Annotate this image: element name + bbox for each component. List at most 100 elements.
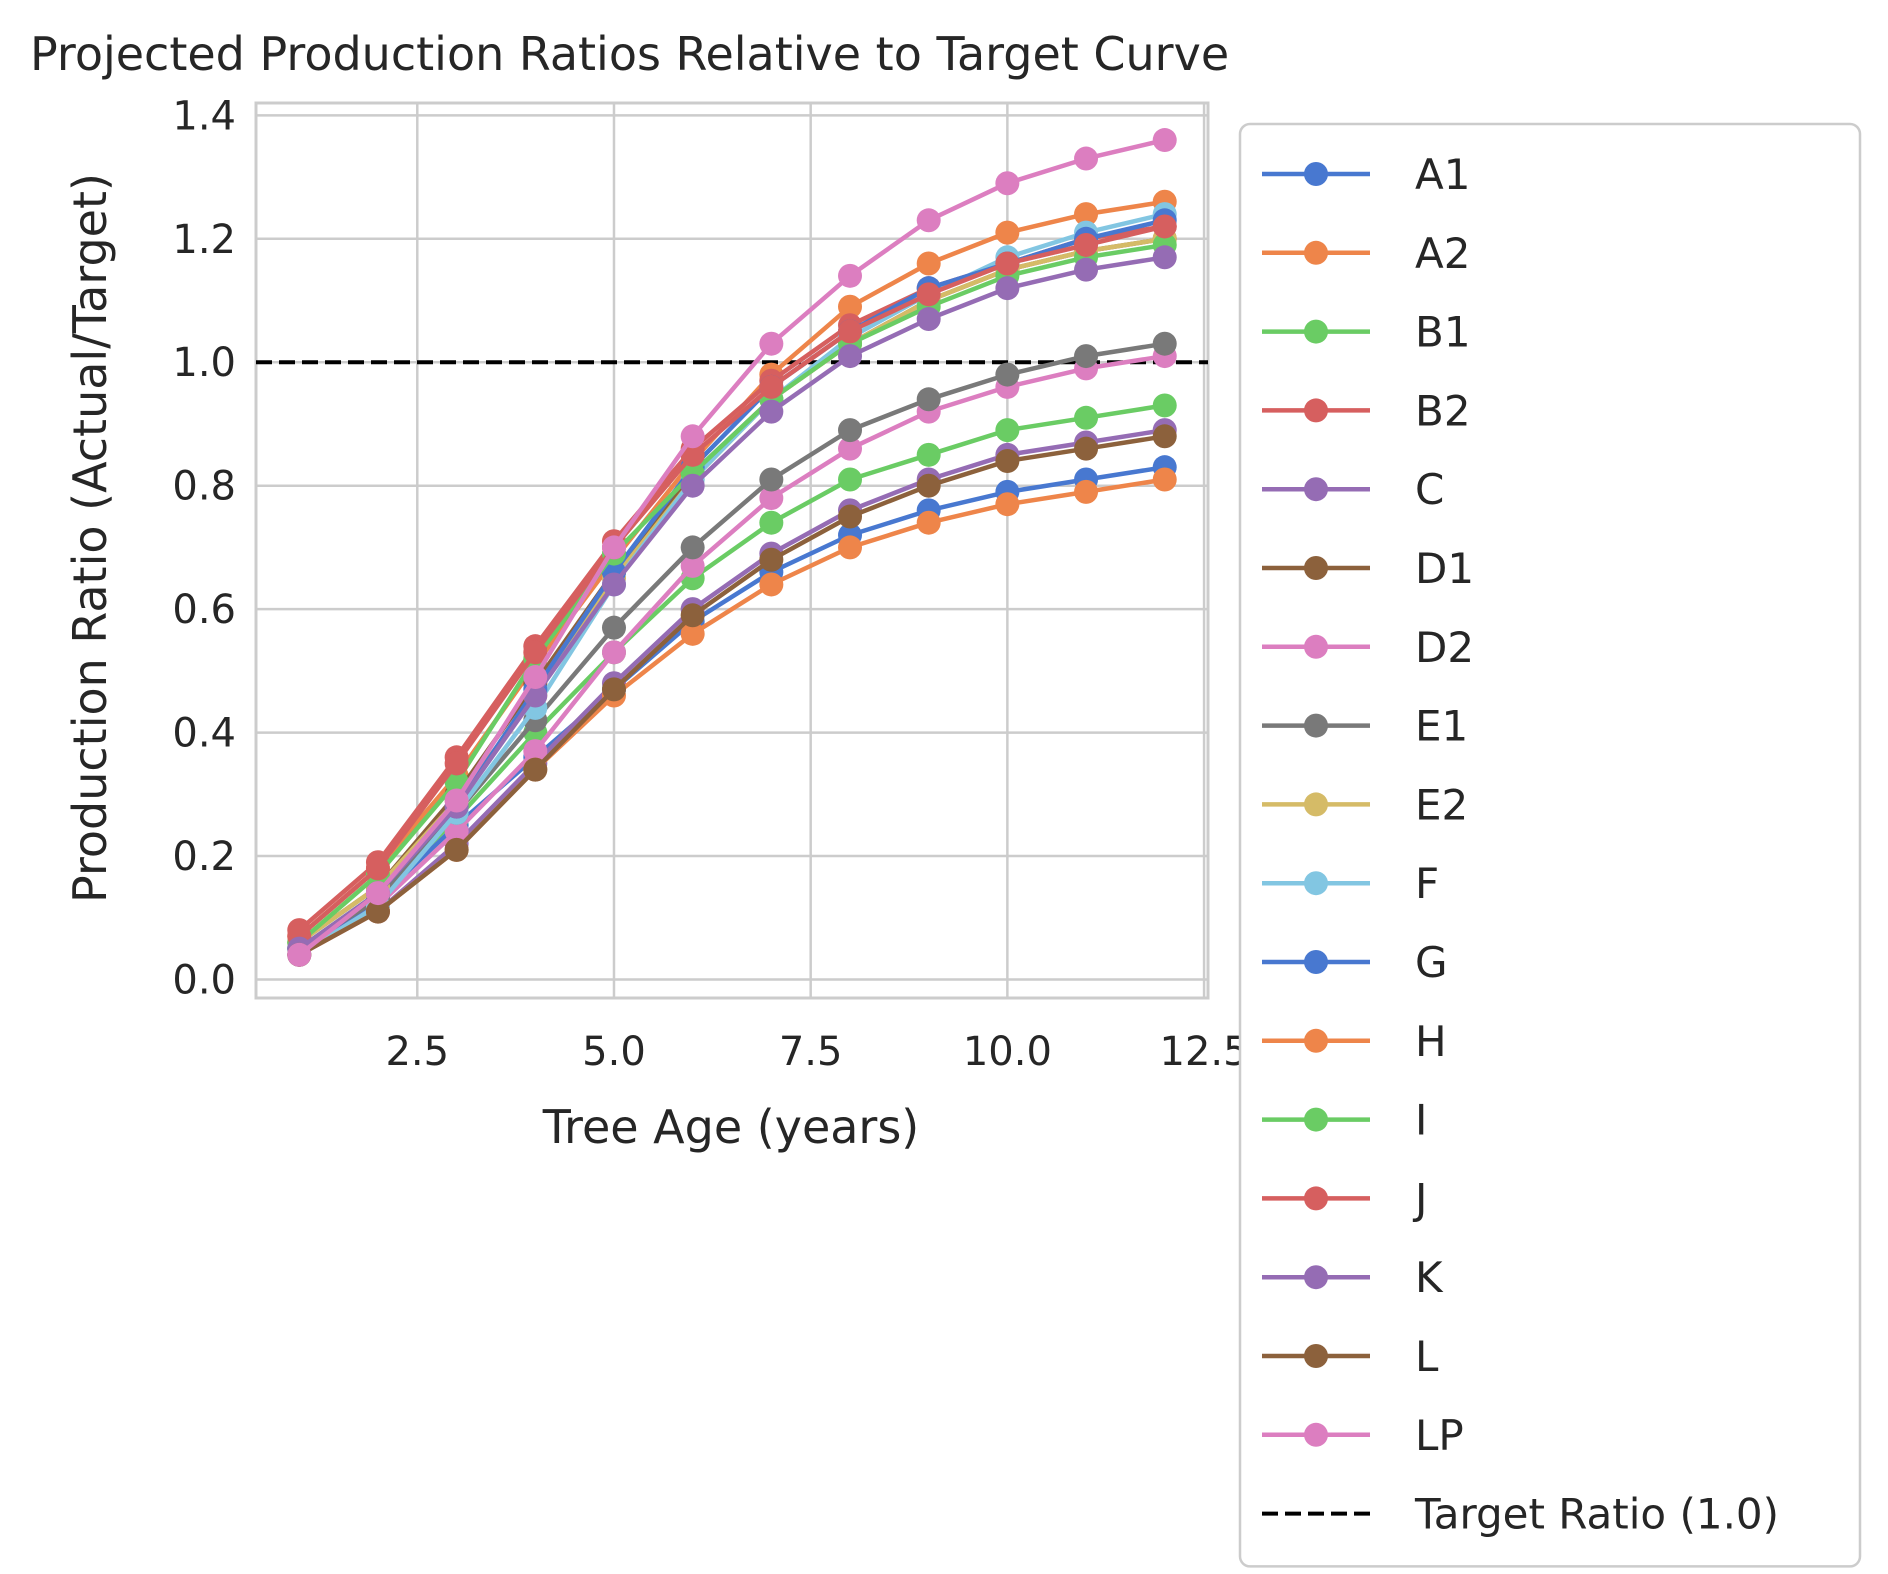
- data-point: [838, 467, 863, 492]
- data-point: [680, 473, 705, 498]
- series-line: [297, 137, 1166, 957]
- data-point: [601, 677, 626, 702]
- x-tick-label: 2.5: [385, 1029, 449, 1075]
- data-point: [916, 208, 941, 233]
- legend-label: H: [1415, 1017, 1447, 1066]
- legend-entry: B1: [1262, 308, 1471, 357]
- data-point: [838, 319, 863, 344]
- data-point: [680, 553, 705, 578]
- series-line: [298, 255, 1166, 951]
- series-line: [297, 199, 1166, 939]
- legend-entry: I: [1262, 1096, 1427, 1145]
- legend-entry: K: [1262, 1253, 1444, 1302]
- legend-marker: [1304, 1186, 1328, 1211]
- legend-marker: [1304, 950, 1328, 974]
- data-point: [838, 418, 863, 443]
- data-point: [444, 788, 469, 813]
- legend-label: D2: [1415, 623, 1474, 672]
- series-line: [298, 427, 1166, 957]
- data-point: [1074, 146, 1099, 171]
- data-point: [759, 486, 784, 511]
- data-point: [916, 387, 941, 412]
- x-tick-label: 10.0: [963, 1029, 1052, 1075]
- data-point: [1152, 128, 1177, 153]
- legend-marker: [1304, 240, 1328, 265]
- legend-label: Target Ratio (1.0): [1414, 1490, 1779, 1539]
- legend-label: E1: [1415, 702, 1468, 751]
- legend-marker: [1304, 871, 1328, 896]
- y-tick-label: 1.2: [172, 217, 236, 263]
- legend-label: F: [1415, 859, 1439, 908]
- legend-label: A2: [1415, 229, 1470, 278]
- legend-entry: L: [1262, 1332, 1439, 1381]
- legend-label: A1: [1415, 150, 1470, 199]
- data-point: [444, 751, 469, 776]
- x-tick-label: 12.5: [1160, 1029, 1249, 1075]
- data-point: [916, 251, 941, 276]
- legend-label: C: [1415, 465, 1444, 514]
- legend-marker: [1304, 556, 1328, 580]
- data-point: [523, 757, 548, 782]
- series-line: [297, 242, 1166, 945]
- data-point: [601, 535, 626, 560]
- data-point: [995, 251, 1020, 276]
- data-point: [680, 442, 705, 467]
- x-axis-label: Tree Age (years): [542, 1100, 920, 1154]
- legend-label: D1: [1415, 544, 1474, 593]
- data-point: [916, 510, 941, 535]
- data-point: [680, 603, 705, 628]
- data-point: [444, 819, 469, 844]
- legend-label: J: [1412, 1174, 1427, 1223]
- y-tick-label: 0.6: [172, 587, 236, 633]
- data-point: [601, 615, 626, 640]
- data-point: [1074, 202, 1099, 227]
- data-point: [759, 547, 784, 572]
- data-point: [759, 467, 784, 492]
- y-axis-label: Production Ratio (Actual/Target): [63, 173, 117, 903]
- legend-entry: B2: [1262, 386, 1471, 435]
- data-point: [838, 263, 863, 288]
- legend-entry: LP: [1262, 1411, 1464, 1460]
- series-line: [298, 353, 1166, 957]
- legend-marker: [1304, 398, 1328, 423]
- data-point: [838, 535, 863, 560]
- data-point: [1074, 257, 1099, 282]
- series-line: [297, 224, 1166, 939]
- series-line: [298, 464, 1166, 957]
- legend-label: I: [1415, 1096, 1427, 1145]
- legend-label: LP: [1415, 1411, 1464, 1460]
- data-point: [1152, 245, 1177, 270]
- data-point: [1074, 344, 1099, 369]
- x-tick-label: 5.0: [582, 1029, 646, 1075]
- data-point: [995, 449, 1020, 473]
- legend-marker: [1304, 477, 1328, 502]
- data-point: [365, 856, 390, 881]
- data-point: [680, 621, 705, 646]
- legend-label: K: [1415, 1253, 1444, 1302]
- legend-label: L: [1415, 1332, 1439, 1381]
- data-point: [1152, 467, 1177, 492]
- data-point: [1152, 331, 1177, 356]
- data-point: [1152, 393, 1177, 418]
- data-point: [759, 399, 784, 424]
- data-point: [1074, 436, 1099, 461]
- y-tick-label: 0.8: [172, 464, 236, 510]
- legend-marker: [1304, 162, 1328, 186]
- legend-marker: [1304, 713, 1328, 738]
- x-tick-label: 7.5: [779, 1029, 843, 1075]
- legend-marker: [1304, 1344, 1328, 1368]
- legend-marker: [1304, 1028, 1328, 1053]
- data-point: [601, 572, 626, 597]
- data-point: [523, 665, 548, 690]
- plot-frame: [254, 101, 1210, 1000]
- data-point: [759, 572, 784, 597]
- data-point: [916, 442, 941, 467]
- data-point: [838, 294, 863, 319]
- legend-entry: D2: [1262, 623, 1474, 672]
- series-lp: [287, 128, 1177, 967]
- legend-entry: J: [1262, 1174, 1427, 1223]
- series-line: [298, 434, 1166, 957]
